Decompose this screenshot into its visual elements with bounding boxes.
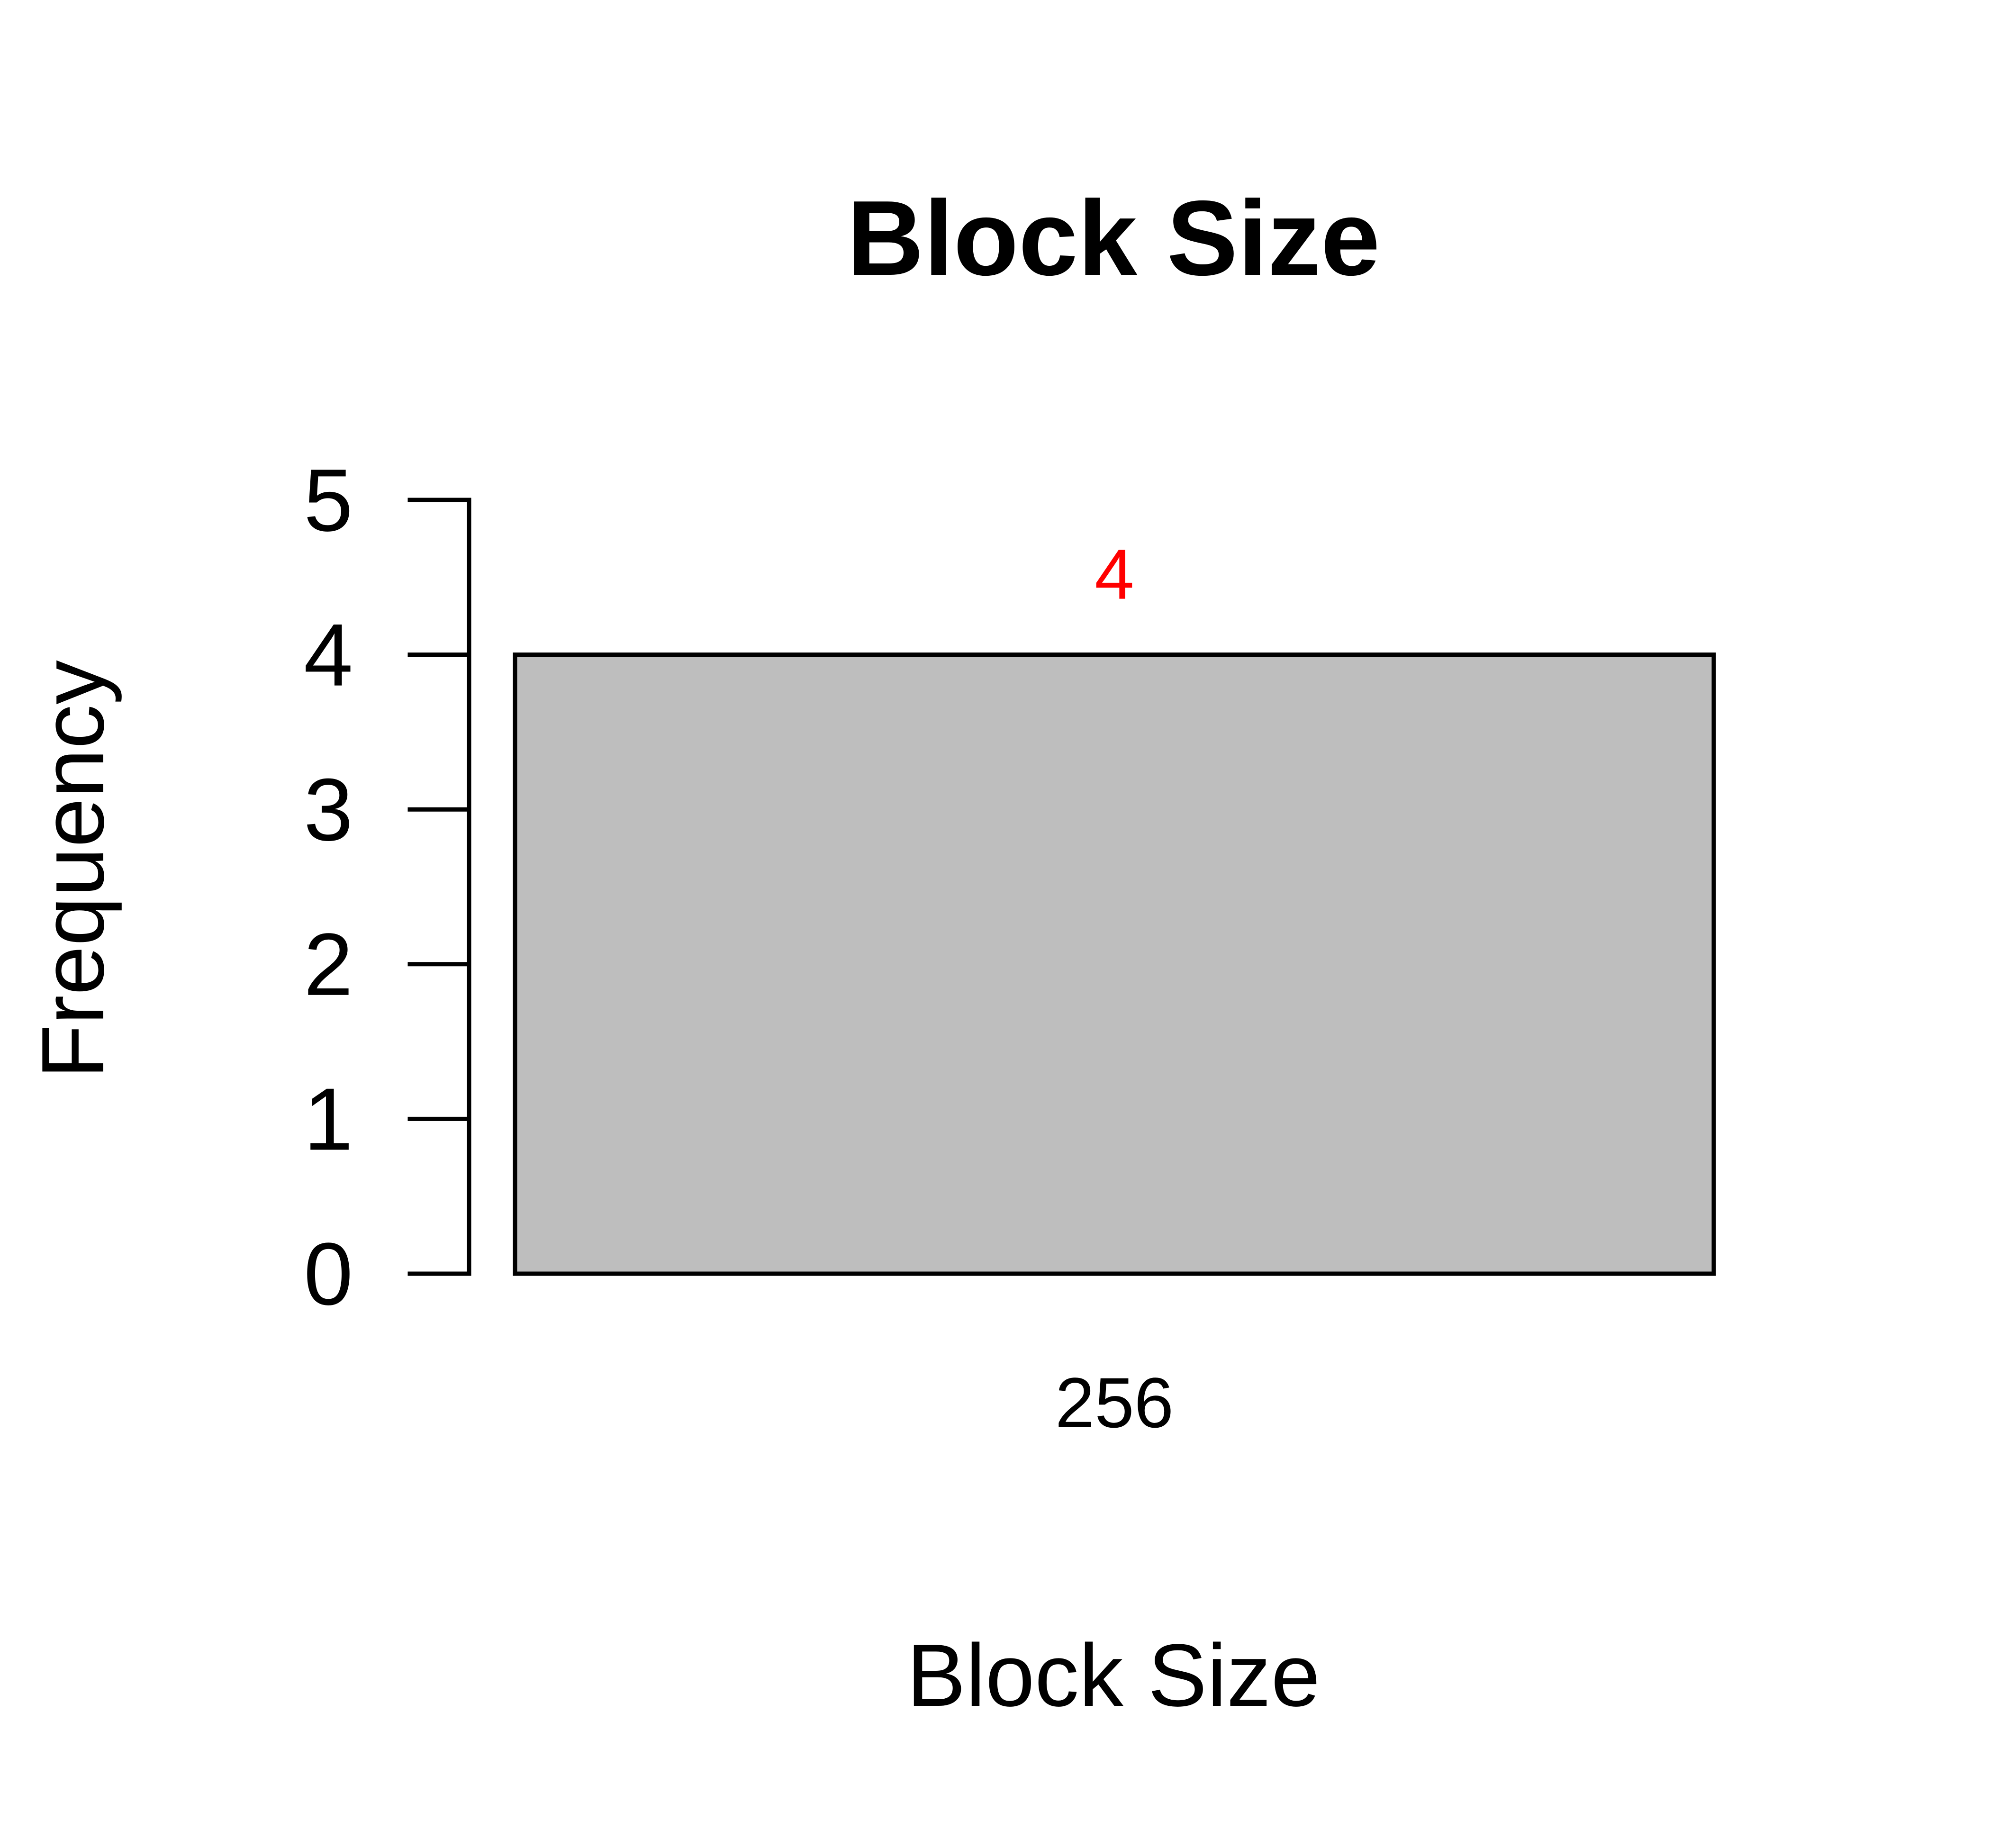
y-tick-label: 1 — [304, 1069, 353, 1169]
y-tick-label: 4 — [304, 606, 353, 705]
y-axis: 0 1 2 3 4 5 — [304, 451, 471, 1323]
x-axis-label: Block Size — [906, 1626, 1320, 1725]
y-tick-label: 2 — [304, 915, 353, 1014]
y-axis-label: Frequency — [23, 660, 122, 1079]
y-tick-label: 5 — [304, 451, 353, 550]
bar — [513, 652, 1716, 1276]
bars-group — [513, 652, 1716, 1276]
y-tick-label: 3 — [304, 760, 353, 859]
y-tick-label: 0 — [304, 1224, 353, 1323]
chart-title: Block Size — [847, 178, 1380, 298]
bar-value-label: 4 — [1094, 534, 1134, 614]
value-labels-group: 4 — [1094, 534, 1134, 614]
category-label: 256 — [1055, 1363, 1174, 1442]
category-labels-group: 256 — [1055, 1363, 1174, 1442]
